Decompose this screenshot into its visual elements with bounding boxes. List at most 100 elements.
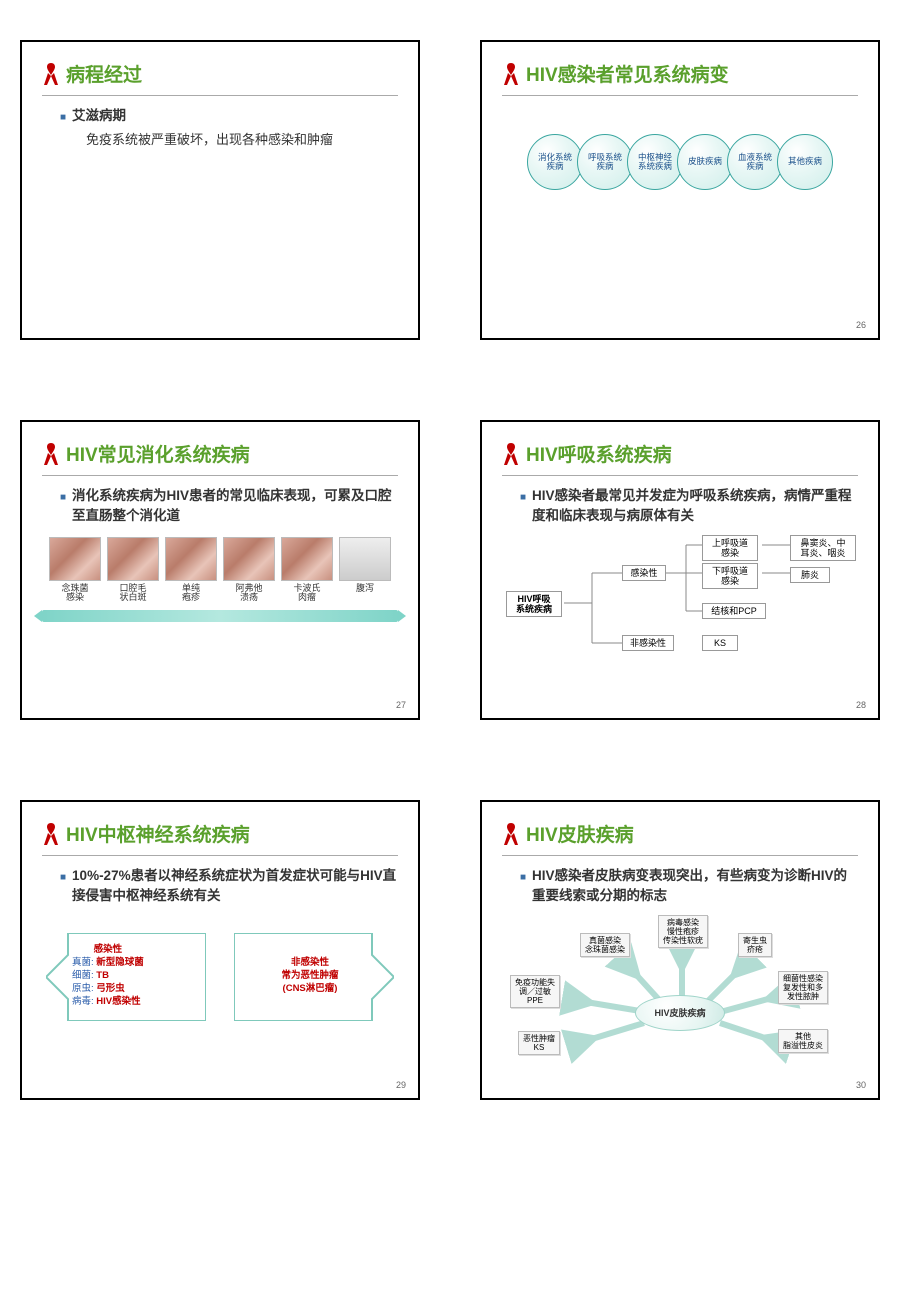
bullet-square-icon: ■ (520, 870, 526, 907)
slide-title: 病程经过 (66, 60, 142, 87)
circle-blood: 血液系统疾病 (727, 134, 783, 190)
thumb: 卡波氏肉瘤 (281, 537, 333, 606)
bullet-square-icon: ■ (60, 110, 66, 126)
page-number: 27 (396, 700, 406, 710)
circle-digestive: 消化系统疾病 (527, 134, 583, 190)
ribbon-icon (502, 441, 520, 467)
mindmap-node-fungal: 真菌感染念珠菌感染 (580, 933, 630, 957)
bullet: ■ 艾滋病期 (60, 106, 398, 126)
divider (42, 95, 398, 96)
mindmap: HIV皮肤疾病 真菌感染念珠菌感染 病毒感染慢性疱疹传染性软疣 寄生虫疥疮 细菌… (502, 911, 858, 1081)
slide-30: HIV皮肤疾病 ■ HIV感染者皮肤病变表现突出，有些病变为诊断HIV的重要线索… (480, 800, 880, 1100)
mindmap-node-viral: 病毒感染慢性疱疹传染性软疣 (658, 915, 708, 949)
arrow-right-line1: 常为恶性肿瘤 (252, 970, 368, 983)
thumb-label: 念珠菌感染 (49, 584, 101, 606)
bullet: ■ 10%-27%患者以神经系统症状为首发症状可能与HIV直接侵害中枢神经系统有… (60, 866, 398, 907)
slide-title: HIV中枢神经系统疾病 (66, 820, 250, 847)
slide-25: 病程经过 ■ 艾滋病期 免疫系统被严重破坏，出现各种感染和肿瘤 (20, 40, 420, 340)
circle-respiratory: 呼吸系统疾病 (577, 134, 633, 190)
ribbon-icon (42, 441, 60, 467)
ribbon-icon (42, 61, 60, 87)
ribbon-icon (502, 821, 520, 847)
arrow-left-head: 感染性 (72, 944, 144, 957)
bullet-subtext: 免疫系统被严重破坏，出现各种感染和肿瘤 (60, 130, 398, 150)
page-number: 28 (856, 700, 866, 710)
circle-cns: 中枢神经系统疾病 (627, 134, 683, 190)
arrow-left-line: 病毒: HIV感染性 (72, 996, 144, 1009)
thumb-label: 单纯疱疹 (165, 584, 217, 606)
bullet-text: HIV感染者皮肤病变表现突出，有些病变为诊断HIV的重要线索或分期的标志 (532, 866, 858, 907)
thumb-image (281, 537, 333, 581)
bullet-text: 艾滋病期 (72, 106, 126, 126)
slide-29: HIV中枢神经系统疾病 ■ 10%-27%患者以神经系统症状为首发症状可能与HI… (20, 800, 420, 1100)
divider (502, 475, 858, 476)
thumb-image (223, 537, 275, 581)
tree-leaf-upper: 上呼吸道感染 (702, 535, 758, 562)
thumb-label: 阿弗他溃疡 (223, 584, 275, 606)
thumb: 腹泻 (339, 537, 391, 606)
bullet-square-icon: ■ (520, 490, 526, 527)
slide-26: HIV感染者常见系统病变 消化系统疾病 呼吸系统疾病 中枢神经系统疾病 皮肤疾病… (480, 40, 880, 340)
slide-header: HIV皮肤疾病 (502, 820, 858, 847)
slide-header: HIV常见消化系统疾病 (42, 440, 398, 467)
bullet-square-icon: ■ (60, 490, 66, 527)
ribbon-icon (42, 821, 60, 847)
slide-header: HIV中枢神经系统疾病 (42, 820, 398, 847)
slide-title: HIV呼吸系统疾病 (526, 440, 672, 467)
bullet: ■ HIV感染者最常见并发症为呼吸系统疾病，病情严重程度和临床表现与病原体有关 (520, 486, 858, 527)
mindmap-center: HIV皮肤疾病 (635, 995, 725, 1031)
page-number: 26 (856, 320, 866, 330)
divider (42, 855, 398, 856)
tree-diagram: HIV呼吸系统疾病 感染性 非感染性 上呼吸道感染 下呼吸道感染 结核和PCP … (502, 533, 858, 683)
slide-header: 病程经过 (42, 60, 398, 87)
slider-bar (42, 610, 398, 622)
tree-leaf-tb: 结核和PCP (702, 603, 766, 619)
thumb: 念珠菌感染 (49, 537, 101, 606)
bullet-text: HIV感染者最常见并发症为呼吸系统疾病，病情严重程度和临床表现与病原体有关 (532, 486, 858, 527)
arrow-left-line: 真菌: 新型隐球菌 (72, 957, 144, 970)
arrow-left-content: 感染性 真菌: 新型隐球菌 细菌: TB 原虫: 弓形虫 病毒: HIV感染性 (46, 944, 162, 1008)
page-number: 29 (396, 1080, 406, 1090)
slide-body: ■ 消化系统疾病为HIV患者的常见临床表现，可累及口腔至直肠整个消化道 (42, 486, 398, 527)
slide-body: ■ 艾滋病期 免疫系统被严重破坏，出现各种感染和肿瘤 (42, 106, 398, 150)
tree-leaf-upper-result: 鼻窦炎、中耳炎、咽炎 (790, 535, 856, 562)
thumb: 单纯疱疹 (165, 537, 217, 606)
tree-branch-infectious: 感染性 (622, 565, 666, 581)
page-number: 30 (856, 1080, 866, 1090)
slide-body: ■ 10%-27%患者以神经系统症状为首发症状可能与HIV直接侵害中枢神经系统有… (42, 866, 398, 907)
tree-leaf-ks: KS (702, 635, 738, 651)
arrow-left-line: 原虫: 弓形虫 (72, 983, 144, 996)
thumb: 口腔毛状白斑 (107, 537, 159, 606)
bullet: ■ HIV感染者皮肤病变表现突出，有些病变为诊断HIV的重要线索或分期的标志 (520, 866, 858, 907)
thumb-image (49, 537, 101, 581)
arrow-right: 非感染性 常为恶性肿瘤 (CNS淋巴瘤) (234, 933, 394, 1021)
mindmap-node-immune: 免疫功能失调／过敏PPE (510, 975, 560, 1009)
arrow-left: 感染性 真菌: 新型隐球菌 细菌: TB 原虫: 弓形虫 病毒: HIV感染性 (46, 933, 206, 1021)
slide-27: HIV常见消化系统疾病 ■ 消化系统疾病为HIV患者的常见临床表现，可累及口腔至… (20, 420, 420, 720)
slide-28: HIV呼吸系统疾病 ■ HIV感染者最常见并发症为呼吸系统疾病，病情严重程度和临… (480, 420, 880, 720)
arrow-right-head: 非感染性 (252, 957, 368, 970)
thumb: 阿弗他溃疡 (223, 537, 275, 606)
slide-header: HIV感染者常见系统病变 (502, 60, 858, 87)
bullet-text: 10%-27%患者以神经系统症状为首发症状可能与HIV直接侵害中枢神经系统有关 (72, 866, 398, 907)
thumb-label: 口腔毛状白斑 (107, 584, 159, 606)
arrow-right-line2: (CNS淋巴瘤) (252, 983, 368, 996)
divider (502, 855, 858, 856)
slide-header: HIV呼吸系统疾病 (502, 440, 858, 467)
thumb-label: 腹泻 (339, 584, 391, 606)
thumb-image (339, 537, 391, 581)
mindmap-node-other: 其他脂溢性皮炎 (778, 1029, 828, 1053)
ribbon-icon (502, 61, 520, 87)
systems-circles: 消化系统疾病 呼吸系统疾病 中枢神经系统疾病 皮肤疾病 血液系统疾病 其他疾病 (502, 134, 858, 190)
bullet-text: 消化系统疾病为HIV患者的常见临床表现，可累及口腔至直肠整个消化道 (72, 486, 398, 527)
tree-root: HIV呼吸系统疾病 (506, 591, 562, 618)
thumbnails-row: 念珠菌感染 口腔毛状白斑 单纯疱疹 阿弗他溃疡 卡波氏肉瘤 腹泻 (42, 537, 398, 606)
tree-branch-noninfectious: 非感染性 (622, 635, 674, 651)
arrow-left-line: 细菌: TB (72, 970, 144, 983)
thumb-image (107, 537, 159, 581)
slide-body: ■ HIV感染者皮肤病变表现突出，有些病变为诊断HIV的重要线索或分期的标志 (502, 866, 858, 907)
slide-title: HIV皮肤疾病 (526, 820, 634, 847)
circle-other: 其他疾病 (777, 134, 833, 190)
mindmap-node-malignant: 恶性肿瘤KS (518, 1031, 560, 1055)
slide-body: ■ HIV感染者最常见并发症为呼吸系统疾病，病情严重程度和临床表现与病原体有关 (502, 486, 858, 527)
